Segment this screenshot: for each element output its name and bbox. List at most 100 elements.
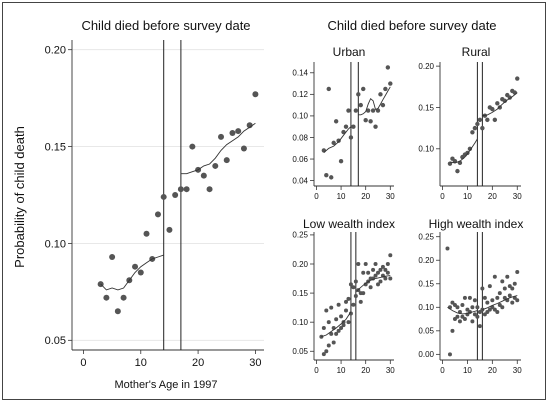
low-point bbox=[326, 343, 331, 348]
low-point bbox=[376, 282, 380, 287]
low-point bbox=[339, 326, 344, 330]
high-point bbox=[475, 305, 480, 310]
high-point bbox=[507, 284, 512, 289]
low-point bbox=[383, 267, 388, 272]
high-point bbox=[447, 352, 452, 357]
low-point bbox=[344, 308, 348, 313]
urban-fit-line bbox=[358, 86, 391, 116]
main-x-tick-label: 10 bbox=[135, 357, 147, 369]
low-point bbox=[321, 352, 326, 357]
rural-y-tick-label: 0.15 bbox=[418, 103, 434, 112]
low-point bbox=[319, 334, 324, 339]
low-point bbox=[324, 308, 329, 313]
high-point bbox=[512, 281, 517, 286]
urban-y-tick-label: 0.10 bbox=[292, 112, 308, 121]
low-point bbox=[346, 320, 351, 325]
urban-y-tick-label: 0.08 bbox=[292, 133, 308, 142]
urban-point bbox=[351, 124, 356, 129]
high-point bbox=[452, 302, 457, 307]
urban-point bbox=[380, 102, 386, 108]
rural-x-tick-label: 10 bbox=[463, 192, 472, 201]
rural-point bbox=[490, 106, 495, 112]
main-point bbox=[229, 130, 236, 136]
main-point bbox=[120, 294, 127, 301]
rural-point bbox=[515, 76, 520, 81]
high-point bbox=[482, 295, 487, 300]
high-point bbox=[515, 298, 520, 303]
main-point bbox=[200, 172, 207, 179]
urban-fit-line bbox=[323, 126, 352, 153]
low-point bbox=[334, 331, 339, 336]
high-point bbox=[477, 310, 482, 314]
urban-point bbox=[361, 86, 366, 92]
high-y-tick-label: 0.15 bbox=[418, 280, 434, 289]
main-x-tick-label: 30 bbox=[249, 357, 261, 369]
urban-x-tick-label: 0 bbox=[314, 192, 319, 201]
high-point bbox=[490, 298, 495, 303]
high-point bbox=[462, 317, 467, 322]
urban-y-tick-label: 0.04 bbox=[292, 176, 308, 185]
urban-y-tick-label: 0.14 bbox=[292, 69, 308, 78]
low-fit-line bbox=[355, 275, 391, 293]
high-fit-line bbox=[447, 306, 478, 315]
low-point bbox=[373, 262, 378, 266]
low-x-tick-label: 0 bbox=[314, 366, 319, 375]
urban-x-tick-label: 20 bbox=[361, 192, 370, 201]
high-x-tick-label: 10 bbox=[463, 366, 472, 375]
high-point bbox=[480, 286, 485, 291]
main-point bbox=[172, 192, 179, 198]
main-point bbox=[166, 226, 173, 233]
high-point bbox=[482, 312, 487, 317]
high-point bbox=[495, 295, 500, 300]
high-point bbox=[477, 324, 482, 329]
main-point bbox=[103, 294, 110, 301]
low-point bbox=[363, 262, 368, 266]
high-point bbox=[462, 295, 467, 300]
main-x-tick-label: 0 bbox=[80, 357, 86, 369]
main-y-axis-label: Probability of child death bbox=[12, 126, 27, 268]
main-point bbox=[114, 308, 121, 315]
main-y-tick-label: 0.20 bbox=[45, 45, 66, 57]
rural-x-tick-label: 20 bbox=[488, 192, 497, 201]
high-point bbox=[480, 307, 485, 312]
urban-point bbox=[358, 102, 363, 108]
rural-x-tick-label: 0 bbox=[440, 192, 445, 201]
panel-title-high-wealth: High wealth index bbox=[429, 217, 524, 231]
urban-point bbox=[343, 124, 349, 129]
high-point bbox=[445, 246, 450, 251]
urban-point bbox=[348, 135, 354, 140]
high-point bbox=[470, 319, 475, 324]
low-point bbox=[351, 302, 356, 307]
low-y-tick-label: 0.10 bbox=[292, 318, 308, 327]
main-y-tick-label: 0.15 bbox=[45, 141, 66, 153]
low-point bbox=[334, 317, 339, 322]
figure-border bbox=[2, 2, 546, 400]
high-y-tick-label: 0.25 bbox=[418, 233, 434, 242]
rural-x-tick-label: 30 bbox=[513, 192, 522, 201]
low-point bbox=[356, 262, 361, 266]
high-point bbox=[472, 298, 477, 303]
low-point bbox=[353, 294, 358, 298]
urban-point bbox=[353, 108, 359, 113]
high-point bbox=[450, 300, 455, 305]
rural-point bbox=[472, 125, 478, 131]
low-point bbox=[378, 279, 383, 284]
main-point bbox=[132, 263, 139, 270]
low-x-tick-label: 30 bbox=[386, 366, 395, 375]
high-point bbox=[470, 305, 475, 310]
rural-point bbox=[480, 125, 485, 131]
high-point bbox=[460, 314, 465, 319]
high-point bbox=[450, 328, 455, 333]
main-point bbox=[160, 193, 167, 200]
main-fit-line bbox=[180, 122, 256, 175]
high-point bbox=[475, 314, 480, 319]
high-point bbox=[467, 295, 472, 300]
high-point bbox=[505, 274, 510, 279]
low-point bbox=[388, 276, 393, 281]
urban-point bbox=[365, 108, 371, 113]
low-y-tick-label: 0.25 bbox=[292, 231, 308, 240]
rural-fit-line bbox=[482, 92, 518, 117]
urban-point bbox=[321, 148, 327, 153]
low-x-tick-label: 10 bbox=[337, 366, 346, 375]
